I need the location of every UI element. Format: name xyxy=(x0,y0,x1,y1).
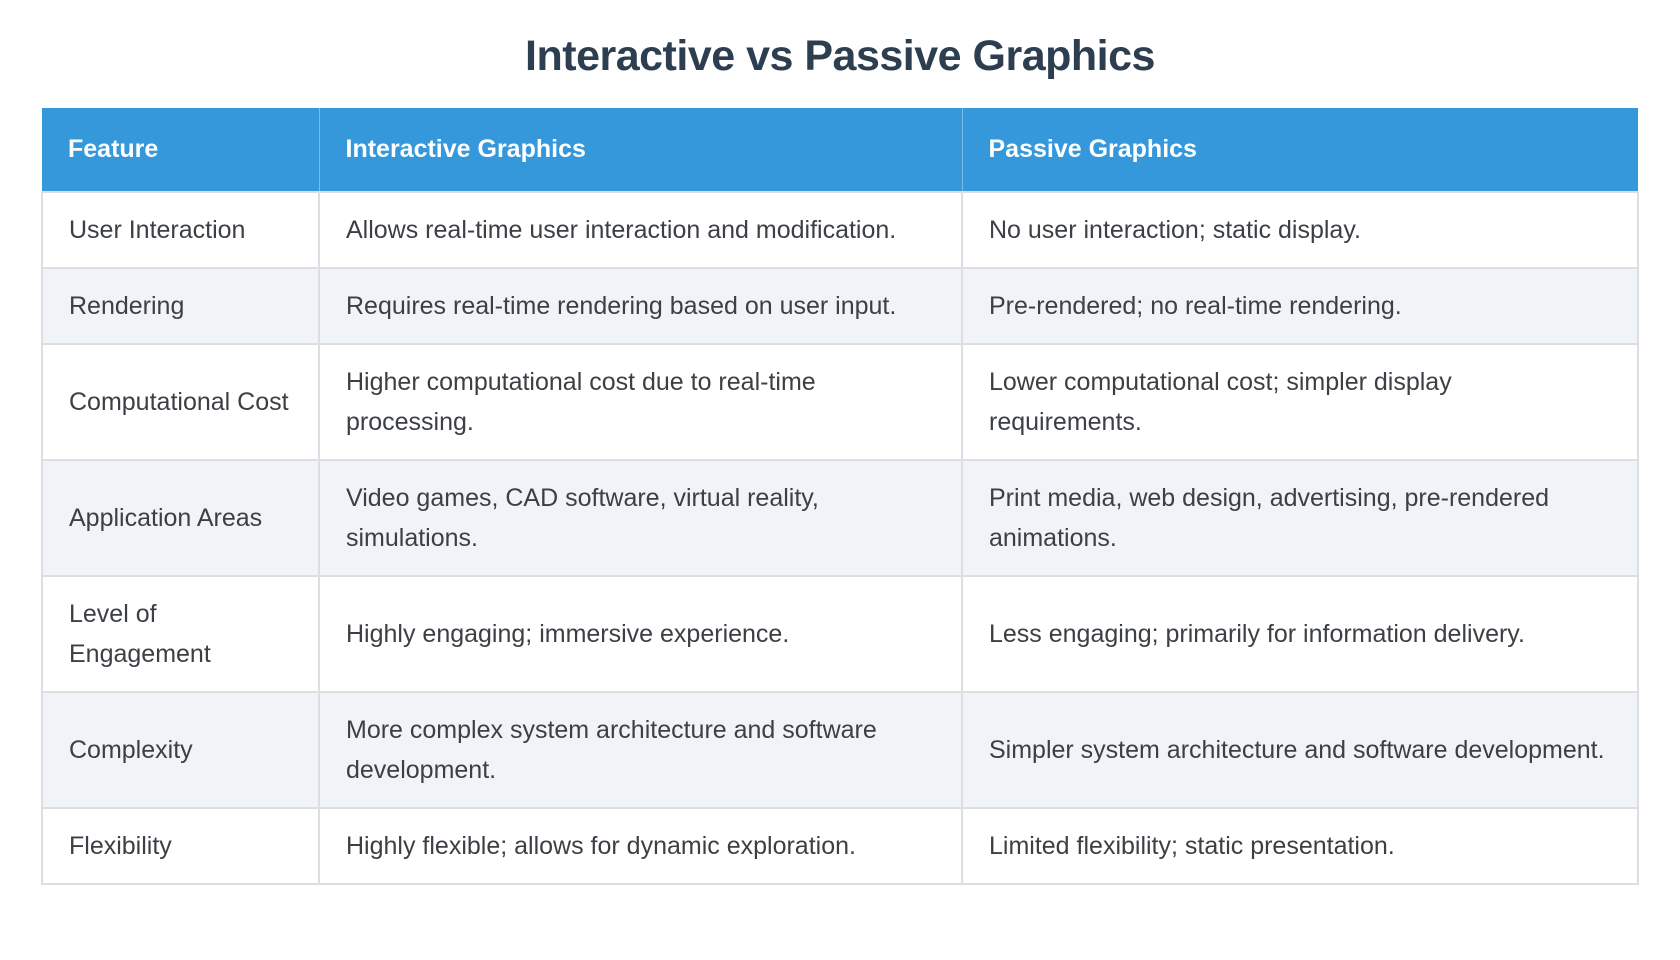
table-row: Rendering Requires real-time rendering b… xyxy=(41,267,1639,345)
passive-cell: Less engaging; primarily for information… xyxy=(961,575,1639,693)
passive-cell: No user interaction; static display. xyxy=(961,191,1639,269)
interactive-cell: Higher computational cost due to real-ti… xyxy=(318,343,963,461)
column-header-interactive-graphics: Interactive Graphics xyxy=(319,108,963,192)
table-row: Complexity More complex system architect… xyxy=(41,691,1639,809)
feature-cell: User Interaction xyxy=(41,191,320,269)
table-row: Level of Engagement Highly engaging; imm… xyxy=(41,575,1639,693)
interactive-cell: More complex system architecture and sof… xyxy=(318,691,963,809)
table-row: Application Areas Video games, CAD softw… xyxy=(41,459,1639,577)
interactive-cell: Allows real-time user interaction and mo… xyxy=(318,191,963,269)
feature-cell: Application Areas xyxy=(41,459,320,577)
interactive-cell: Video games, CAD software, virtual reali… xyxy=(318,459,963,577)
table-row: Flexibility Highly flexible; allows for … xyxy=(41,807,1639,885)
column-header-passive-graphics: Passive Graphics xyxy=(962,108,1638,192)
table-row: Computational Cost Higher computational … xyxy=(41,343,1639,461)
passive-cell: Pre-rendered; no real-time rendering. xyxy=(961,267,1639,345)
column-header-feature: Feature xyxy=(42,108,320,192)
interactive-cell: Highly engaging; immersive experience. xyxy=(318,575,963,693)
passive-cell: Limited flexibility; static presentation… xyxy=(961,807,1639,885)
passive-cell: Lower computational cost; simpler displa… xyxy=(961,343,1639,461)
comparison-table: Feature Interactive Graphics Passive Gra… xyxy=(41,108,1639,885)
feature-cell: Rendering xyxy=(41,267,320,345)
feature-cell: Flexibility xyxy=(41,807,320,885)
passive-cell: Simpler system architecture and software… xyxy=(961,691,1639,809)
feature-cell: Level of Engagement xyxy=(41,575,320,693)
interactive-cell: Highly flexible; allows for dynamic expl… xyxy=(318,807,963,885)
table-header-row: Feature Interactive Graphics Passive Gra… xyxy=(42,108,1638,192)
interactive-cell: Requires real-time rendering based on us… xyxy=(318,267,963,345)
feature-cell: Computational Cost xyxy=(41,343,320,461)
page-title: Interactive vs Passive Graphics xyxy=(525,32,1155,80)
table-row: User Interaction Allows real-time user i… xyxy=(41,191,1639,269)
feature-cell: Complexity xyxy=(41,691,320,809)
passive-cell: Print media, web design, advertising, pr… xyxy=(961,459,1639,577)
